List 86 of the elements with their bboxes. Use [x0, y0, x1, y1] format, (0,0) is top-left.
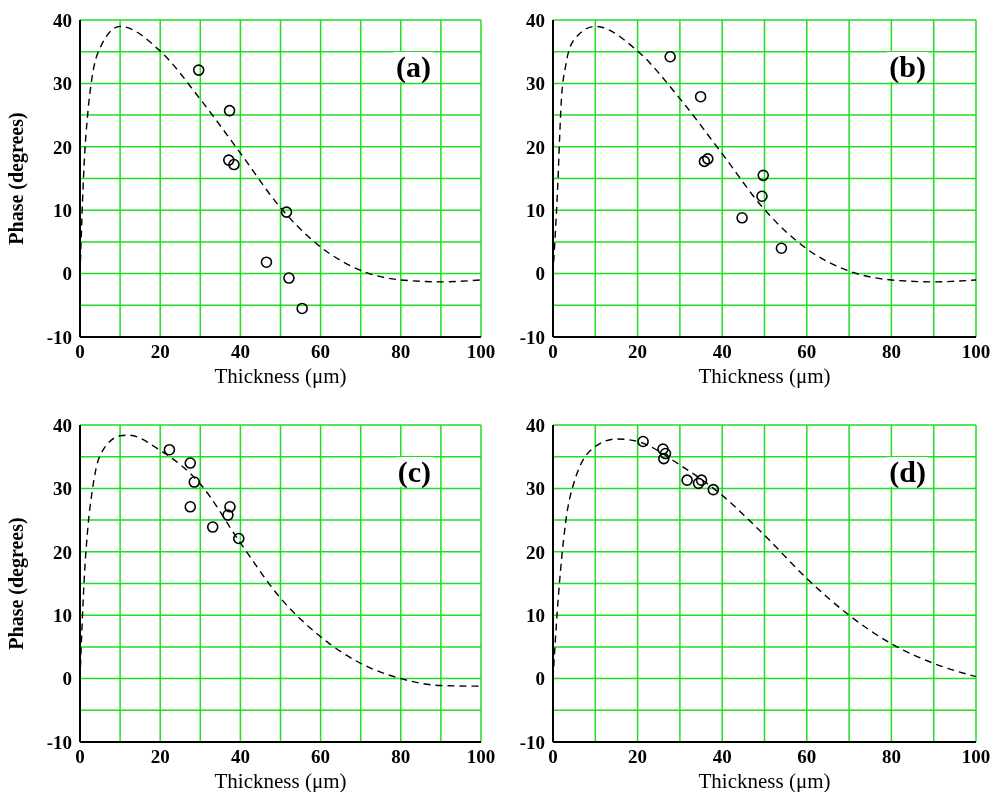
point: [695, 474, 708, 486]
y-axis-title: Phase (degrees): [5, 112, 29, 245]
x-tick-label: 40: [712, 746, 732, 768]
point: [296, 302, 308, 315]
y-tick-label: -10: [519, 731, 545, 753]
point: [681, 474, 693, 486]
y-tick-label: 0: [62, 668, 72, 690]
point: [222, 154, 235, 166]
point: [206, 521, 219, 533]
x-tick-label: 80: [391, 341, 411, 363]
point: [260, 256, 273, 268]
point: [692, 477, 705, 490]
point: [736, 212, 748, 224]
y-tick-label: 0: [62, 263, 72, 285]
point: [775, 242, 788, 255]
point: [698, 155, 711, 168]
x-tick-label: 60: [797, 746, 817, 768]
point: [283, 272, 295, 284]
point: [228, 158, 240, 171]
y-tick-label: 40: [526, 414, 545, 436]
point: [637, 435, 649, 448]
x-tick-label: 40: [230, 746, 250, 768]
y-tick-label: 20: [526, 136, 545, 158]
point: [658, 452, 670, 465]
y-tick-label: 0: [535, 668, 545, 690]
y-tick-label: -10: [519, 326, 545, 348]
y-tick-label: 30: [526, 73, 545, 95]
y-tick-label: 0: [535, 263, 545, 285]
annotation: (c): [395, 455, 433, 488]
x-tick-label: 100: [961, 341, 991, 363]
x-tick-label: 20: [150, 341, 170, 363]
y-tick-label: 40: [526, 9, 545, 31]
point: [224, 500, 236, 513]
point: [222, 509, 234, 521]
point: [707, 483, 720, 496]
point: [184, 500, 197, 513]
x-tick-label: 20: [628, 746, 648, 768]
y-tick-label: 30: [53, 73, 72, 95]
point: [163, 443, 176, 456]
y-tick-label: 30: [53, 478, 72, 500]
y-tick-label: 10: [526, 199, 545, 221]
point: [184, 457, 197, 469]
annotation: (d): [887, 455, 928, 488]
annotation: (b): [887, 50, 928, 83]
point: [233, 532, 245, 545]
y-tick-label: 20: [526, 541, 545, 563]
x-axis-title: Thickness (μm): [214, 769, 347, 792]
point: [664, 50, 676, 63]
annotation: (a): [394, 50, 433, 83]
x-axis-title: Thickness (μm): [214, 364, 347, 388]
y-tick-label: 40: [53, 9, 72, 31]
x-tick-label: 20: [628, 341, 648, 363]
point: [756, 190, 768, 203]
x-tick-label: 100: [466, 341, 496, 363]
x-axis-title: Thickness (μm): [698, 364, 831, 388]
point: [702, 153, 714, 165]
x-tick-label: 20: [150, 746, 170, 768]
x-tick-label: 40: [712, 341, 732, 363]
y-tick-label: -10: [46, 731, 72, 753]
x-tick-label: 80: [881, 746, 901, 768]
x-tick-label: 80: [391, 746, 411, 768]
point: [223, 104, 236, 117]
point: [659, 447, 672, 460]
x-tick-label: 100: [466, 746, 496, 768]
x-axis-title: Thickness (μm): [698, 769, 831, 792]
point: [188, 476, 201, 488]
y-tick-label: 20: [53, 136, 72, 158]
y-tick-label: 10: [526, 604, 545, 626]
y-axis-title: Phase (degrees): [5, 517, 29, 650]
y-tick-label: 10: [53, 604, 72, 626]
y-tick-label: 20: [53, 541, 72, 563]
x-tick-label: 40: [230, 341, 250, 363]
point: [657, 443, 669, 455]
y-tick-label: -10: [46, 326, 72, 348]
x-tick-label: 80: [881, 341, 901, 363]
x-tick-label: 60: [311, 341, 331, 363]
point: [694, 90, 707, 103]
point: [192, 64, 205, 76]
x-tick-label: 60: [311, 746, 331, 768]
point: [757, 169, 770, 182]
y-tick-label: 30: [526, 478, 545, 500]
y-tick-label: 10: [53, 199, 72, 221]
point: [280, 206, 293, 218]
y-tick-label: 40: [53, 414, 72, 436]
x-tick-label: 60: [797, 341, 817, 363]
x-tick-label: 100: [961, 746, 991, 768]
